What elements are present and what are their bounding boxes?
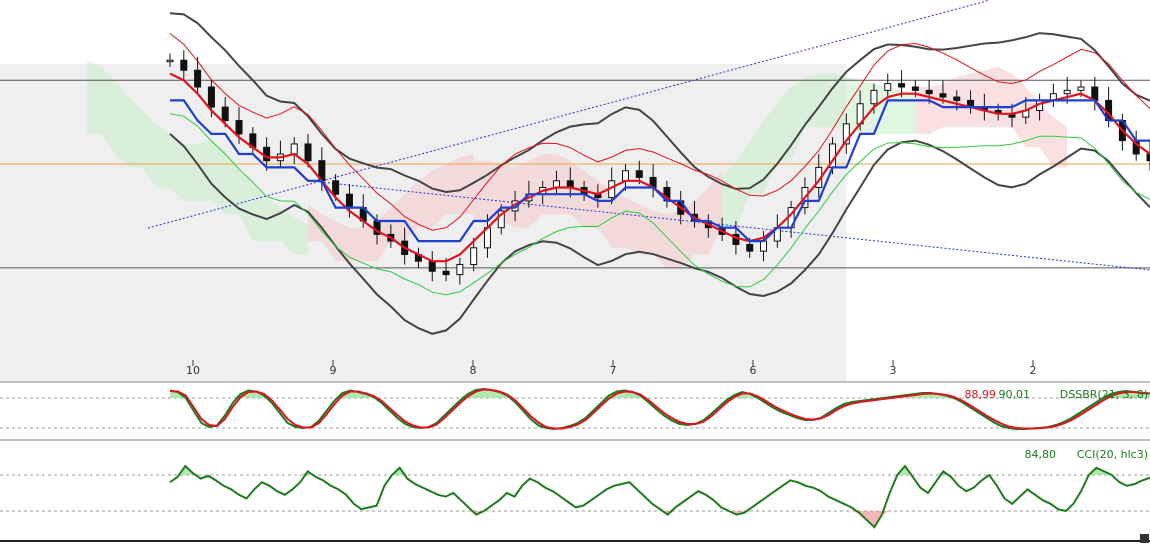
x-tick-label-4: 6 xyxy=(750,364,757,377)
osc1-series-0 xyxy=(169,387,1150,431)
candle-body-21 xyxy=(456,264,464,276)
candle-body-33 xyxy=(621,170,629,182)
candle-body-13 xyxy=(345,193,353,209)
candle-body-5 xyxy=(235,120,243,135)
cci-value: 84,80 xyxy=(1025,448,1057,461)
osc2-series-0 xyxy=(169,464,1150,529)
candle-body-34 xyxy=(635,170,643,178)
candle-body-2 xyxy=(194,69,202,88)
ma-line-1 xyxy=(170,99,1150,243)
band-upper xyxy=(169,12,1150,194)
ma-layer xyxy=(169,72,1150,263)
x-tick-label-0: 10 xyxy=(186,364,200,377)
cloud-segment-1 xyxy=(87,60,308,255)
trendline-lower xyxy=(319,181,1150,271)
candle-body-71 xyxy=(1146,153,1150,162)
osc1-series-1 xyxy=(169,388,1150,430)
candle-body-22 xyxy=(470,247,478,266)
candle-body-0 xyxy=(166,59,174,63)
cloud-segment-4 xyxy=(722,73,916,228)
cloud-layer xyxy=(87,60,1068,268)
x-tick-label-6: 2 xyxy=(1030,364,1037,377)
candle-body-3 xyxy=(207,86,215,108)
candle-body-52 xyxy=(884,83,892,91)
x-tick-label-1: 9 xyxy=(330,364,337,377)
x-tick-label-3: 7 xyxy=(610,364,617,377)
candle-body-66 xyxy=(1077,86,1085,91)
candle-body-51 xyxy=(870,89,878,105)
envelope-upper xyxy=(169,33,1150,231)
envelope-lower xyxy=(169,113,1150,296)
candle-layer xyxy=(166,50,1150,285)
candle-body-43 xyxy=(760,240,768,252)
candle-body-4 xyxy=(221,106,229,121)
candle-body-7 xyxy=(263,146,271,162)
dssbr-value-2: 88,99 xyxy=(965,388,997,401)
candle-body-54 xyxy=(911,86,919,91)
candle-body-10 xyxy=(304,143,312,162)
band-lower xyxy=(169,133,1150,335)
ma-line-0 xyxy=(169,72,1150,263)
osc2-overbought-fill xyxy=(170,466,1150,475)
cloud-segment-2 xyxy=(308,154,474,262)
candle-body-20 xyxy=(442,270,450,276)
trendline-upper xyxy=(147,0,991,229)
cloud-segment-5 xyxy=(915,66,1068,168)
x-tick-layer: 10 9 8 7 6 3 2 xyxy=(186,360,1037,377)
cci-title: CCI(20, hlc3) xyxy=(1077,448,1148,461)
candle-body-65 xyxy=(1063,89,1071,95)
candle-body-12 xyxy=(332,180,340,195)
dssbr-title: DSSBR(21, 3, 8) xyxy=(1060,388,1148,401)
candle-body-53 xyxy=(898,83,906,88)
candle-body-24 xyxy=(497,210,505,229)
x-tick-label-5: 3 xyxy=(890,364,897,377)
band-layer xyxy=(169,12,1150,335)
candle-body-42 xyxy=(746,243,754,252)
cloud-segment-3 xyxy=(473,154,723,268)
x-tick-label-2: 8 xyxy=(470,364,477,377)
dssbr-value-1: 90,01 xyxy=(999,388,1031,401)
candle-body-57 xyxy=(953,96,961,101)
candle-body-1 xyxy=(180,59,188,71)
oscillator-layer xyxy=(0,387,1150,529)
candle-body-9 xyxy=(290,143,298,155)
candle-body-19 xyxy=(428,260,436,272)
candle-body-55 xyxy=(925,89,933,95)
corner-resize-handle[interactable] xyxy=(1140,534,1149,543)
candle-body-56 xyxy=(939,93,947,98)
candle-body-49 xyxy=(842,123,850,145)
